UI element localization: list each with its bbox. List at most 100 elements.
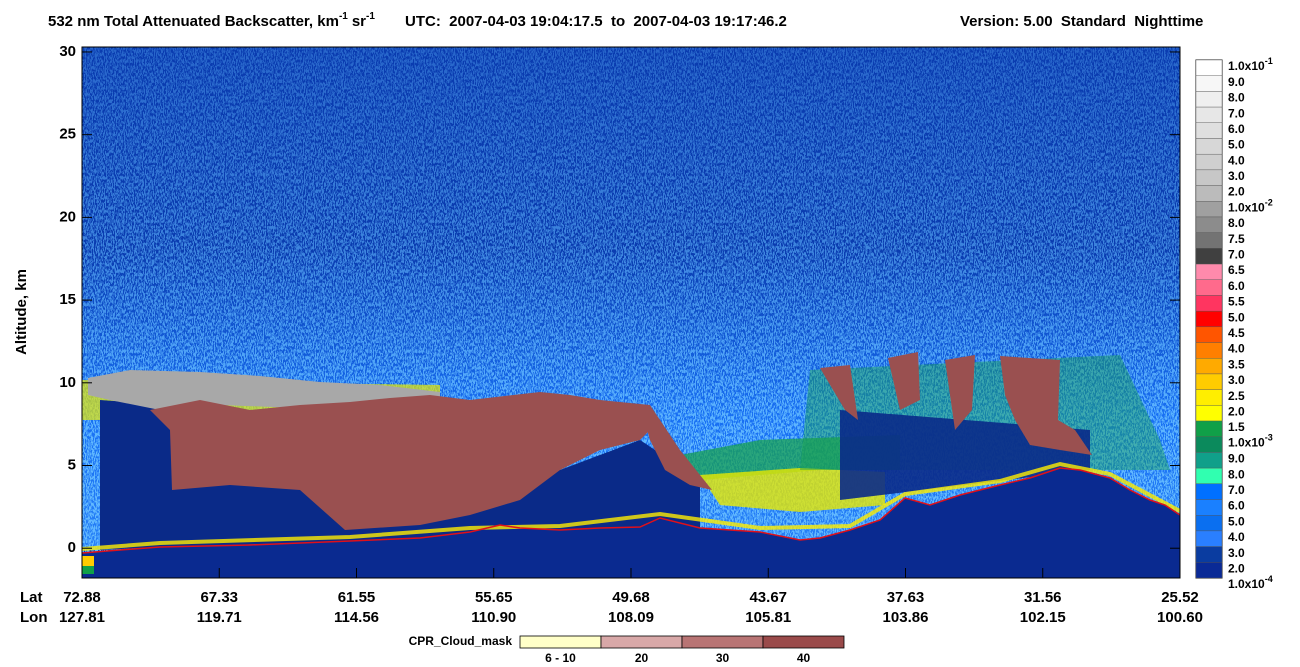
colorbar-bin xyxy=(1195,499,1223,516)
colorbar-bin xyxy=(1195,169,1223,186)
colorbar-label-base: 1.0x10 xyxy=(1228,436,1265,450)
colorbar-bin xyxy=(1195,91,1223,108)
backscatter-curtain xyxy=(82,47,1180,578)
x-tick-label: 110.90 xyxy=(471,609,516,626)
colorbar-bin xyxy=(1195,530,1223,547)
version: Version: 5.00 Standard Nighttime xyxy=(960,13,1203,30)
x-tick-label: 67.33 xyxy=(200,589,238,606)
cloud-mask xyxy=(888,352,920,410)
y-tick-label: 20 xyxy=(59,208,76,225)
cloud-mask xyxy=(640,405,712,490)
colorbar-label: 7.0 xyxy=(1228,106,1245,120)
colorbar-bin xyxy=(1195,389,1223,406)
x-row-label: Lat xyxy=(20,589,43,606)
title-exponent: -1 xyxy=(339,11,348,22)
legend-swatch xyxy=(600,635,683,649)
x-tick-label: 72.88 xyxy=(63,589,101,606)
colorbar-label: 2.5 xyxy=(1228,389,1245,403)
colorbar-label: 7.0 xyxy=(1228,248,1245,262)
x-tick-label: 55.65 xyxy=(475,589,513,606)
colorbar-bin xyxy=(1195,279,1223,296)
x-tick-label: 49.68 xyxy=(612,589,650,606)
colorbar-bin xyxy=(1195,201,1223,218)
time-range: UTC: 2007-04-03 19:04:17.5 to 2007-04-03… xyxy=(405,13,787,30)
colorbar-label: 1.0x10-4 xyxy=(1228,574,1273,591)
surface-patch xyxy=(82,566,94,574)
colorbar-bin xyxy=(1195,310,1223,328)
colorbar-label: 3.5 xyxy=(1228,357,1245,371)
x-tick-label: 61.55 xyxy=(338,589,376,606)
x-tick-label: 114.56 xyxy=(334,609,379,626)
legend-swatch xyxy=(762,635,845,649)
colorbar-label: 3.0 xyxy=(1228,373,1245,387)
title-unit: sr xyxy=(352,13,366,30)
colorbar-label: 6.0 xyxy=(1228,499,1245,513)
legend-swatch xyxy=(681,635,764,649)
ice-cloud xyxy=(88,370,440,410)
colorbar-label: 4.0 xyxy=(1228,153,1245,167)
colorbar-bin xyxy=(1195,263,1223,280)
y-tick-label: 0 xyxy=(68,539,76,556)
x-tick-label: 102.15 xyxy=(1020,609,1066,626)
colorbar-bin xyxy=(1195,452,1223,469)
colorbar-bin xyxy=(1195,342,1223,359)
colorbar-bin xyxy=(1195,59,1223,76)
legend-label: 20 xyxy=(635,651,649,665)
y-tick-label: 15 xyxy=(59,291,76,308)
colorbar-label: 2.0 xyxy=(1228,185,1245,199)
colorbar-label-base: 1.0x10 xyxy=(1228,200,1265,214)
colorbar-label: 8.0 xyxy=(1228,216,1245,230)
colorbar-bin xyxy=(1195,75,1223,92)
colorbar-label: 1.5 xyxy=(1228,420,1245,434)
colorbar-bin xyxy=(1195,295,1223,312)
colorbar-bin xyxy=(1195,216,1223,233)
colorbar-bin xyxy=(1195,467,1223,485)
colorbar-bin xyxy=(1195,326,1223,343)
title-text: 532 nm Total Attenuated Backscatter, km xyxy=(48,13,339,30)
legend-label: 30 xyxy=(716,651,730,665)
colorbar-label: 3.0 xyxy=(1228,546,1245,560)
colorbar-label: 9.0 xyxy=(1228,452,1245,466)
colorbar-bin xyxy=(1195,562,1223,579)
x-tick-label: 108.09 xyxy=(608,609,654,626)
x-tick-label: 119.71 xyxy=(197,609,242,626)
chart-title: 532 nm Total Attenuated Backscatter, km-… xyxy=(48,11,375,30)
x-row-label: Lon xyxy=(20,609,48,626)
colorbar-label: 4.5 xyxy=(1228,326,1245,340)
colorbar-bin xyxy=(1195,546,1223,563)
colorbar-label: 6.0 xyxy=(1228,122,1245,136)
colorbar-label: 3.0 xyxy=(1228,169,1245,183)
colorbar-bin xyxy=(1195,420,1223,437)
colorbar-label: 5.0 xyxy=(1228,138,1245,152)
legend-swatch xyxy=(519,635,602,649)
y-tick-label: 25 xyxy=(59,126,76,143)
legend-label: 40 xyxy=(797,651,811,665)
colorbar-bin xyxy=(1195,373,1223,390)
surface-patch xyxy=(82,556,94,566)
colorbar-label: 6.5 xyxy=(1228,263,1245,277)
colorbar-label-exponent: -3 xyxy=(1265,433,1273,443)
x-tick-label: 31.56 xyxy=(1024,589,1062,606)
colorbar-bin xyxy=(1195,138,1223,155)
cloud-mask xyxy=(1000,356,1092,455)
colorbar-label: 5.5 xyxy=(1228,295,1245,309)
cloud-mask xyxy=(945,355,975,430)
colorbar-bin xyxy=(1195,436,1223,453)
colorbar-label: 2.0 xyxy=(1228,561,1245,575)
colorbar-label: 4.0 xyxy=(1228,342,1245,356)
surface-return xyxy=(82,461,1180,551)
x-tick-label: 25.52 xyxy=(1161,589,1199,606)
colorbar-label: 6.0 xyxy=(1228,279,1245,293)
colorbar-bin xyxy=(1195,358,1223,375)
colorbar-label: 4.0 xyxy=(1228,530,1245,544)
legend-title: CPR_Cloud_mask xyxy=(409,634,513,648)
colorbar-bin xyxy=(1195,185,1223,202)
colorbar-label: 5.0 xyxy=(1228,514,1245,528)
colorbar-label: 7.5 xyxy=(1228,232,1245,246)
colorbar-bin xyxy=(1195,405,1223,422)
colorbar-label: 8.0 xyxy=(1228,467,1245,481)
colorbar-label-exponent: -1 xyxy=(1265,56,1273,66)
aerosol-layer xyxy=(700,468,885,512)
colorbar-label: 7.0 xyxy=(1228,483,1245,497)
